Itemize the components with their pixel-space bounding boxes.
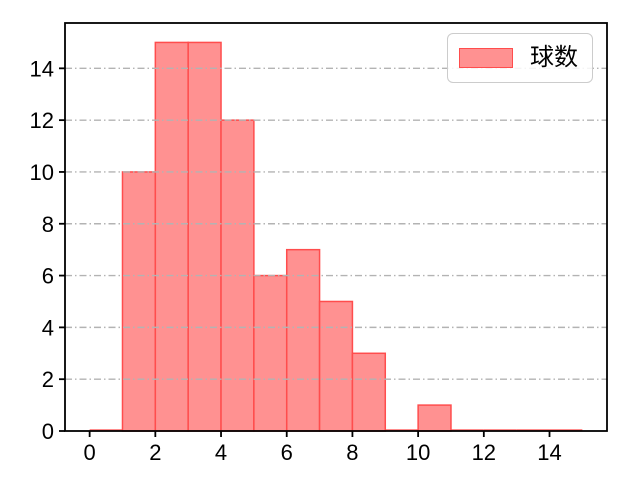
- histogram-bar: [154, 41, 189, 432]
- x-tick-label: 12: [472, 440, 496, 465]
- y-tick-label: 14: [30, 56, 54, 81]
- x-tick-label: 8: [346, 440, 358, 465]
- histogram-bar: [318, 300, 354, 432]
- legend-swatch: [459, 48, 513, 68]
- x-tick-label: 0: [84, 440, 96, 465]
- histogram-bar: [187, 41, 222, 432]
- axes-frame: [64, 22, 608, 432]
- y-tick-label: 2: [42, 367, 54, 392]
- y-tick-label: 12: [30, 108, 54, 133]
- y-tick-label: 6: [42, 264, 54, 289]
- legend: 球数: [447, 33, 593, 83]
- histogram-bar: [253, 274, 288, 432]
- x-tick-label: 2: [149, 440, 161, 465]
- x-tick-label: 14: [537, 440, 561, 465]
- x-tick-label: 4: [215, 440, 227, 465]
- y-tick-label: 0: [42, 419, 54, 444]
- histogram-bar: [285, 248, 321, 432]
- legend-label: 球数: [530, 44, 578, 71]
- x-tick-label: 6: [281, 440, 293, 465]
- histogram-bar: [417, 404, 452, 432]
- y-tick-label: 10: [30, 160, 54, 185]
- histogram-bar: [121, 171, 157, 432]
- histogram-bar: [351, 352, 387, 432]
- x-tick-label: 10: [406, 440, 430, 465]
- y-tick-label: 4: [42, 315, 54, 340]
- y-tick-label: 8: [42, 212, 54, 237]
